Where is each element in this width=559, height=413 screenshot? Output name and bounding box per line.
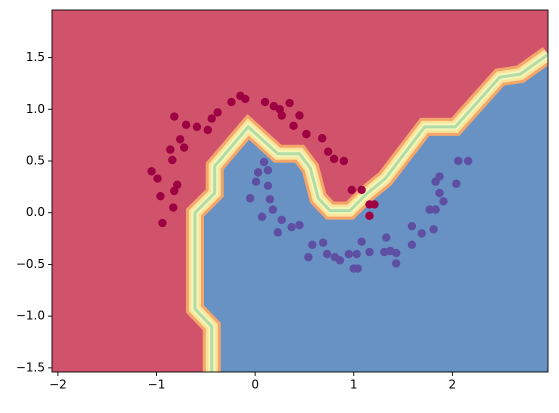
data-point	[169, 203, 178, 212]
data-point	[192, 122, 202, 132]
data-point	[452, 179, 461, 188]
y-tick-label: −1.5	[16, 360, 45, 374]
data-point	[308, 240, 317, 249]
data-point	[370, 200, 379, 209]
plot-area	[52, 10, 548, 372]
data-point	[251, 177, 261, 186]
x-tick-label: −1	[148, 378, 166, 392]
x-tick-label: 1	[350, 378, 358, 392]
data-point	[318, 238, 328, 247]
data-point	[463, 156, 473, 166]
data-point	[260, 97, 270, 107]
data-point	[263, 181, 273, 191]
data-point	[357, 237, 366, 246]
data-point	[289, 121, 298, 131]
y-tick-label: −0.5	[16, 257, 45, 271]
data-point	[295, 111, 304, 120]
data-point	[156, 191, 165, 201]
data-point	[407, 221, 417, 231]
data-point	[259, 157, 269, 167]
data-point	[287, 223, 296, 232]
y-tick-label: −1.0	[16, 309, 45, 323]
data-point	[352, 249, 361, 259]
data-point	[357, 185, 366, 195]
data-point	[322, 249, 332, 259]
data-point	[175, 135, 185, 144]
data-point	[435, 188, 444, 198]
data-point	[213, 108, 222, 117]
data-point	[295, 220, 304, 230]
data-point	[268, 205, 278, 214]
y-tick-label: 1.5	[26, 50, 45, 64]
data-point	[227, 97, 236, 107]
data-point	[435, 172, 444, 181]
data-point	[391, 248, 401, 258]
data-point	[277, 215, 286, 225]
data-point	[439, 197, 448, 206]
data-point	[347, 185, 356, 195]
data-point	[179, 143, 189, 152]
data-point	[323, 147, 333, 156]
data-point	[253, 168, 263, 177]
data-point	[304, 252, 313, 262]
data-point	[166, 145, 175, 154]
data-point	[273, 228, 283, 237]
x-tick-label: −2	[49, 378, 67, 392]
data-point	[170, 186, 179, 196]
x-tick-label: 0	[251, 378, 259, 392]
data-point	[407, 240, 417, 249]
data-point	[265, 195, 275, 204]
data-point	[302, 129, 311, 139]
x-tick-label: 2	[449, 378, 457, 392]
data-point	[203, 125, 213, 135]
data-point	[263, 166, 273, 175]
data-point	[317, 134, 327, 143]
data-point	[344, 249, 354, 259]
data-point	[353, 264, 362, 273]
data-point	[168, 155, 177, 165]
data-point	[207, 114, 216, 123]
data-point	[454, 156, 463, 166]
data-point	[285, 98, 294, 108]
data-point	[382, 233, 391, 242]
data-point	[147, 167, 156, 176]
data-point	[429, 225, 438, 234]
y-tick-label: 0.0	[26, 205, 45, 219]
y-tick-label: 0.5	[26, 154, 45, 168]
data-point	[425, 205, 434, 214]
data-point	[431, 205, 440, 214]
y-tick-label: 1.0	[26, 102, 45, 116]
data-point	[153, 174, 162, 183]
data-point	[257, 212, 267, 222]
data-point	[246, 194, 255, 203]
data-point	[241, 94, 250, 104]
data-point	[181, 120, 191, 130]
plot-frame	[51, 9, 549, 373]
data-point	[417, 229, 426, 238]
data-point	[170, 112, 179, 121]
data-point	[365, 211, 374, 221]
data-point	[365, 247, 374, 257]
data-point	[335, 256, 345, 265]
data-point	[329, 154, 339, 164]
decision-band	[193, 53, 548, 372]
data-point	[277, 111, 286, 120]
data-point	[391, 259, 401, 268]
data-point	[158, 218, 167, 228]
data-point	[339, 156, 349, 166]
